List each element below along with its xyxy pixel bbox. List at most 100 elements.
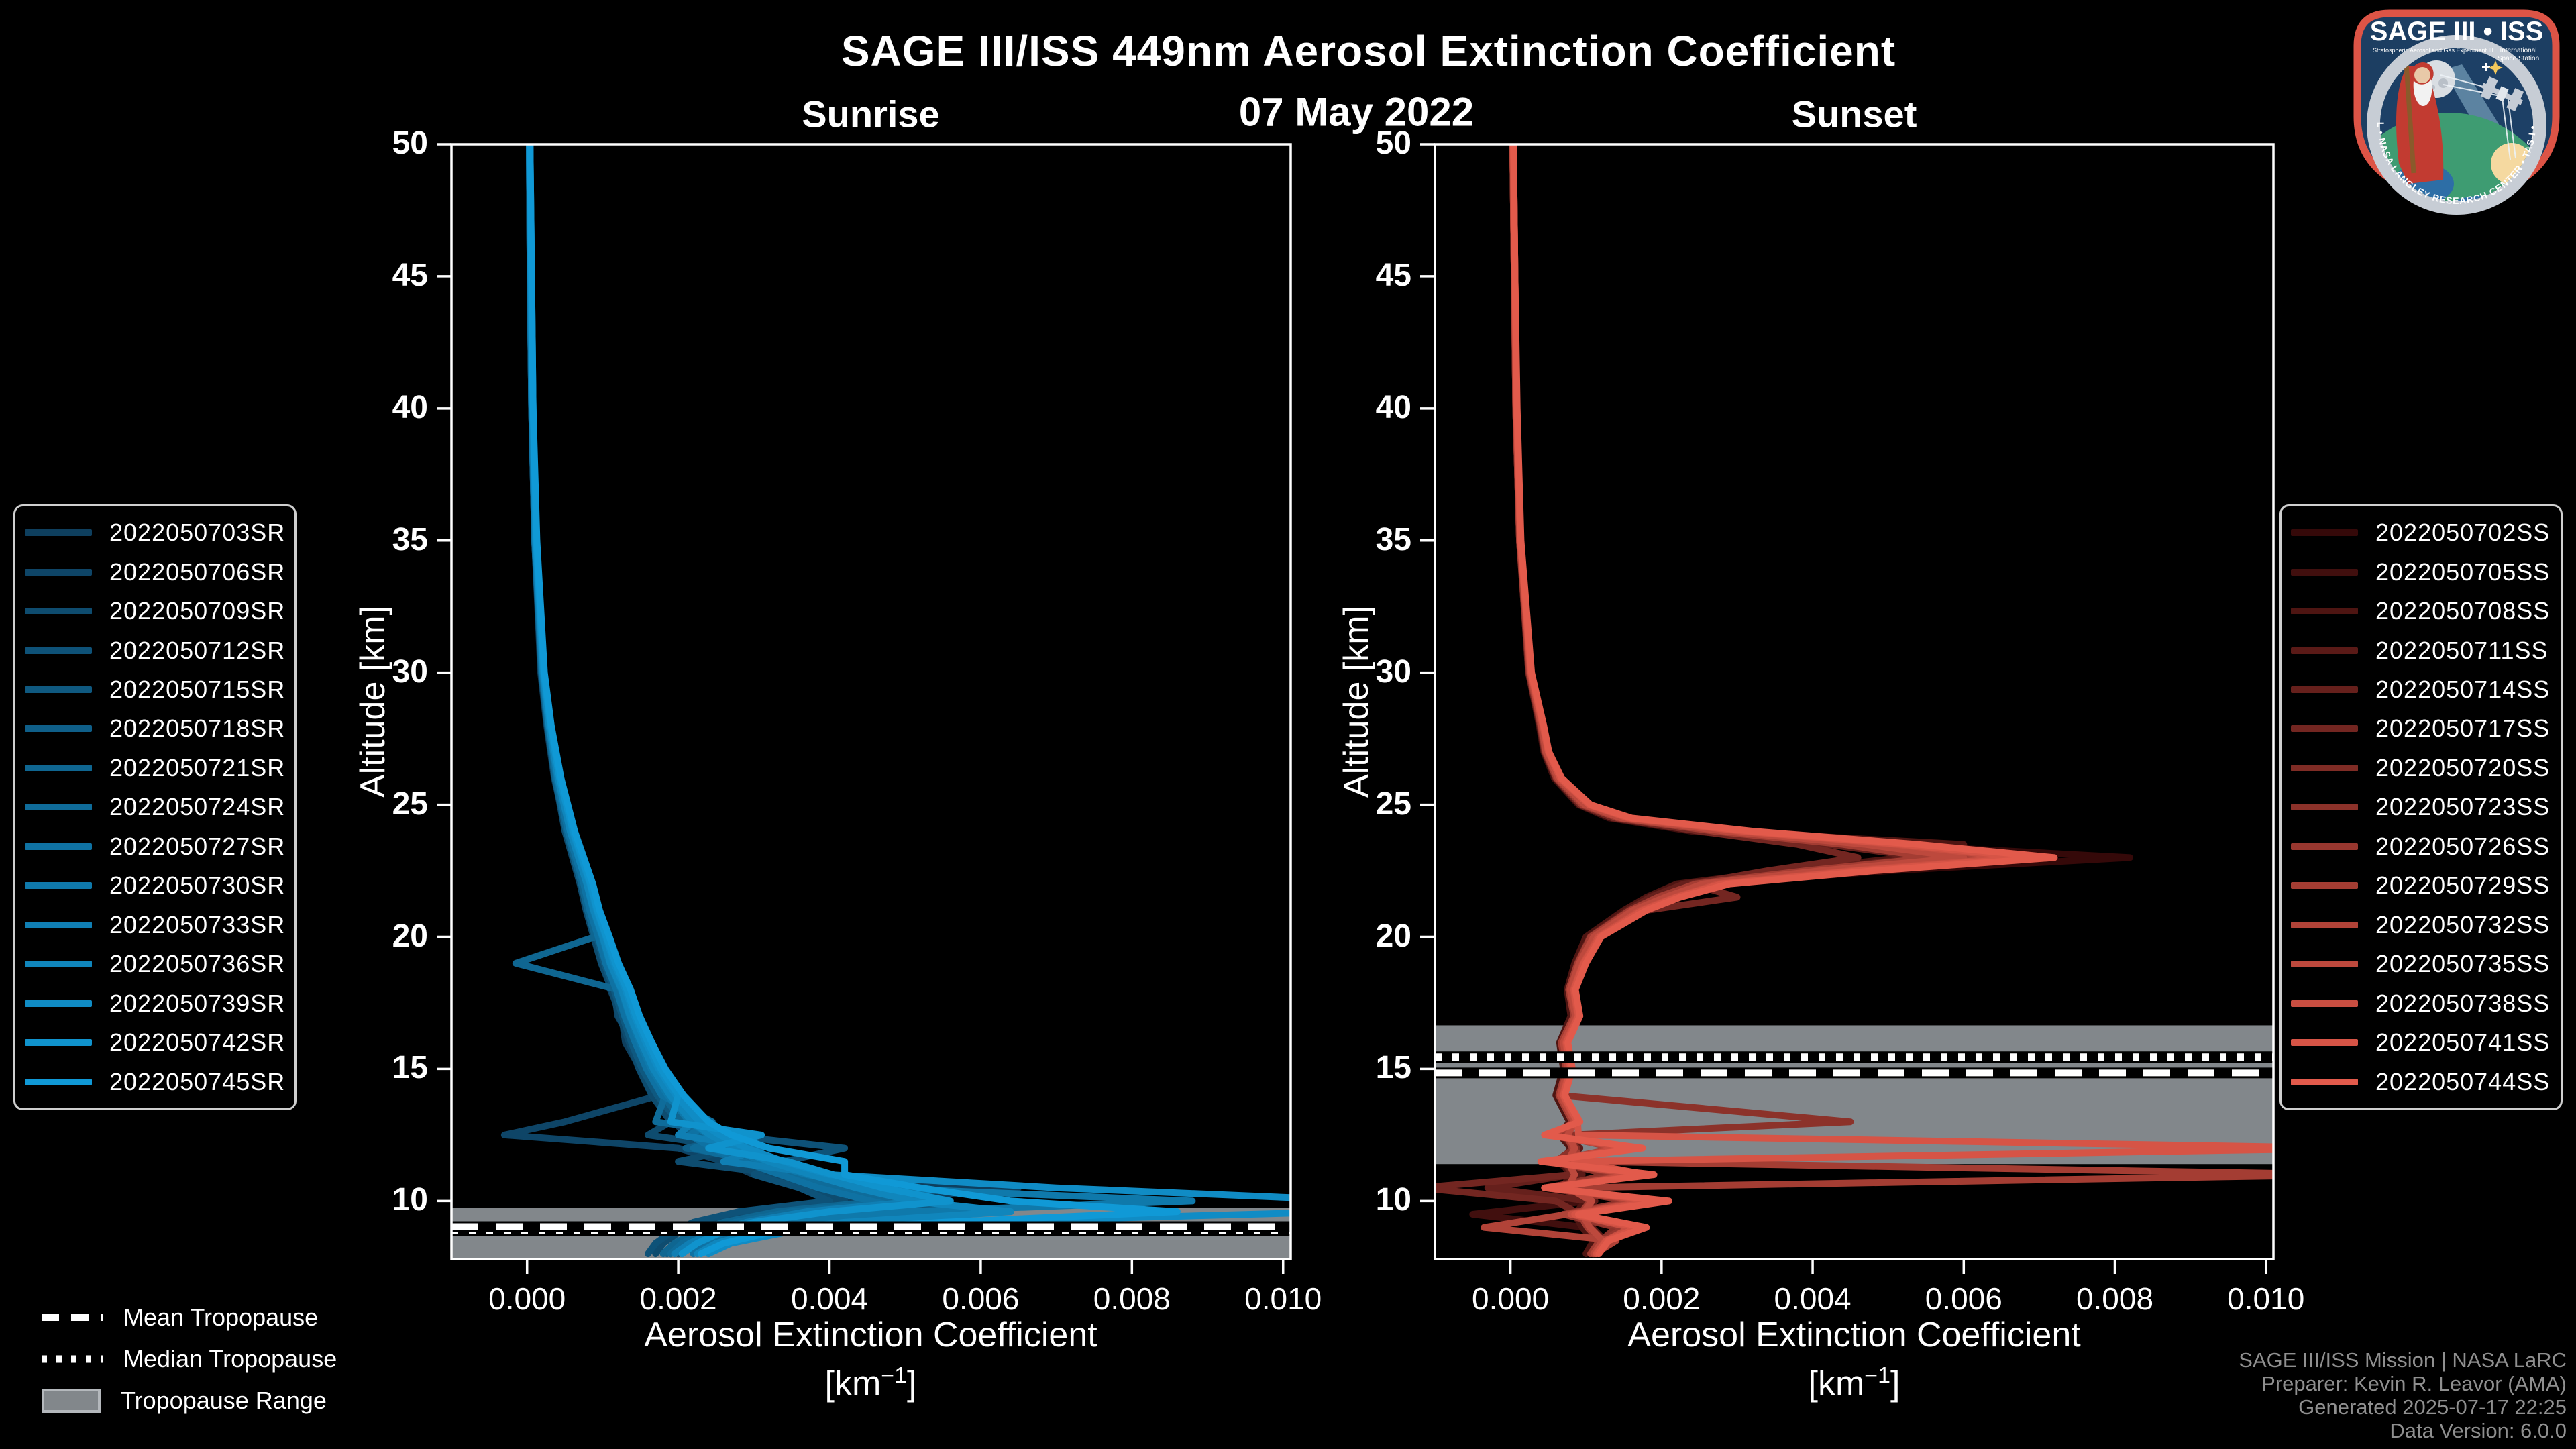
y-tick-label: 10: [392, 1182, 428, 1218]
x-tick-label: 0.008: [2076, 1281, 2154, 1316]
profile-line-2022050736SR: [526, 144, 1014, 1258]
y-tick-label: 20: [392, 918, 428, 954]
legend-line-icon: [2291, 1039, 2358, 1046]
x-axis-label-sunrise: Aerosol Extinction Coefficient: [644, 1316, 1097, 1354]
legend-row-2022050741SS: 2022050741SS: [2291, 1023, 2561, 1062]
legend-label: 2022050711SS: [2375, 636, 2548, 664]
legend-line-icon: [2291, 725, 2358, 733]
mean-tropopause-label: Mean Tropopause: [123, 1303, 319, 1331]
legend-line-icon: [25, 529, 92, 537]
legend-label: 2022050726SS: [2375, 832, 2551, 860]
legend-line-icon: [2291, 921, 2358, 928]
logo-star-gold: [2488, 60, 2503, 75]
legend-row-2022050717SS: 2022050717SS: [2291, 709, 2561, 748]
legend-row-2022050726SS: 2022050726SS: [2291, 827, 2561, 866]
legend-line-icon: [25, 921, 92, 928]
y-tick-label: 45: [1375, 257, 1411, 293]
y-tick-label: 35: [392, 521, 428, 557]
legend-line-icon: [25, 804, 92, 811]
y-tick-label: 30: [1375, 653, 1411, 690]
legend-line-icon: [2291, 568, 2358, 576]
profile-line-2022050727SR: [526, 144, 924, 1258]
legend-line-icon: [2291, 529, 2358, 537]
panel-title-sunrise: Sunrise: [802, 93, 940, 136]
plot-frame: [1434, 143, 2275, 1260]
profile-line-2022050712SR: [526, 144, 849, 1258]
legend-row-2022050736SR: 2022050736SR: [25, 945, 294, 983]
legend-sunrise-events: 2022050703SR 2022050706SR 2022050709SR 2022…: [13, 504, 297, 1110]
legend-line-icon: [25, 1078, 92, 1085]
plot-panel-sunrise: [437, 143, 1292, 1274]
legend-row-2022050724SR: 2022050724SR: [25, 788, 294, 826]
tropopause-legend: Mean Tropopause Median Tropopause Tropop…: [42, 1303, 337, 1414]
legend-label: 2022050724SR: [109, 793, 286, 821]
legend-label: 2022050709SR: [109, 597, 286, 625]
legend-label: 2022050705SS: [2375, 557, 2551, 586]
profile-line-2022050703SR: [526, 144, 1022, 1258]
legend-line-icon: [25, 608, 92, 615]
legend-label: 2022050717SS: [2375, 714, 2551, 743]
legend-line-icon: [2291, 1000, 2358, 1007]
legend-label: 2022050702SS: [2375, 519, 2551, 547]
logo-title: SAGE III • ISS: [2370, 17, 2544, 46]
legend-item-mean-tropopause: Mean Tropopause: [42, 1303, 337, 1331]
legend-row-2022050718SR: 2022050718SR: [25, 709, 294, 748]
legend-label: 2022050730SR: [109, 871, 286, 900]
sage-iss-mission-logo: BALL • NASA LANGLEY RESEARCH CENTER • TA…: [2343, 4, 2560, 215]
legend-row-2022050712SR: 2022050712SR: [25, 631, 294, 670]
legend-row-2022050739SR: 2022050739SR: [25, 984, 294, 1023]
legend-row-2022050715SR: 2022050715SR: [25, 670, 294, 709]
attribution-preparer: Preparer: Kevin R. Leavor (AMA): [2261, 1372, 2567, 1395]
logo-subtitle-left: Stratospheric Aerosol and Gas Experiment…: [2373, 47, 2493, 54]
legend-row-2022050708SS: 2022050708SS: [2291, 592, 2561, 631]
attribution-generated: Generated 2025-07-17 22:25: [2298, 1395, 2567, 1419]
legend-label: 2022050742SR: [109, 1028, 286, 1057]
legend-label: 2022050708SS: [2375, 597, 2551, 625]
x-tick-label: 0.002: [1623, 1281, 1701, 1316]
panel-title-sunset: Sunset: [1791, 93, 1917, 136]
x-axis-label-sunset: Aerosol Extinction Coefficient: [1627, 1316, 2081, 1354]
legend-row-2022050727SR: 2022050727SR: [25, 827, 294, 866]
y-tick-label: 10: [1375, 1182, 1411, 1218]
plot-frame: [450, 143, 1292, 1260]
y-tick-label: 20: [1375, 918, 1411, 954]
y-tick-label: 15: [392, 1050, 428, 1086]
legend-row-2022050738SS: 2022050738SS: [2291, 984, 2561, 1023]
y-tick-label: 40: [1375, 389, 1411, 425]
attribution-version: Data Version: 6.0.0: [2390, 1419, 2567, 1442]
median-tropopause-dot-icon: [42, 1355, 103, 1363]
legend-row-2022050733SR: 2022050733SR: [25, 906, 294, 945]
legend-label: 2022050736SR: [109, 950, 286, 978]
legend-row-2022050702SS: 2022050702SS: [2291, 513, 2561, 552]
legend-line-icon: [2291, 882, 2358, 890]
x-tick-label: 0.010: [2227, 1281, 2305, 1316]
logo-ring: [2367, 35, 2546, 215]
legend-label: 2022050703SR: [109, 519, 286, 547]
legend-label: 2022050727SR: [109, 832, 286, 860]
legend-label: 2022050732SS: [2375, 910, 2551, 938]
legend-row-2022050711SS: 2022050711SS: [2291, 631, 2561, 670]
legend-row-2022050744SS: 2022050744SS: [2291, 1063, 2561, 1102]
x-tick-label: 0.006: [942, 1281, 1020, 1316]
legend-row-2022050721SR: 2022050721SR: [25, 749, 294, 788]
y-tick-label: 25: [1375, 786, 1411, 822]
attribution: SAGE III/ISS Mission | NASA LaRC Prepare…: [2239, 1348, 2567, 1442]
x-tick-label: 0.000: [1472, 1281, 1550, 1316]
legend-line-icon: [25, 725, 92, 733]
legend-line-icon: [25, 764, 92, 771]
profile-curves: [1435, 144, 2273, 1258]
profile-line-2022050745SR: [527, 144, 1181, 1258]
mean-tropopause-dash-icon: [42, 1314, 103, 1321]
legend-line-icon: [25, 882, 92, 890]
legend-row-2022050706SR: 2022050706SR: [25, 553, 294, 592]
legend-row-2022050705SS: 2022050705SS: [2291, 553, 2561, 592]
legend-line-icon: [2291, 1078, 2358, 1085]
profile-line-2022050742SR: [527, 144, 954, 1258]
x-tick-label: 0.010: [1244, 1281, 1322, 1316]
profile-line-2022050724SR: [527, 144, 905, 1258]
legend-line-icon: [2291, 843, 2358, 850]
y-tick-label: 45: [392, 257, 428, 293]
attribution-mission: SAGE III/ISS Mission | NASA LaRC: [2239, 1348, 2567, 1372]
legend-line-icon: [25, 686, 92, 694]
